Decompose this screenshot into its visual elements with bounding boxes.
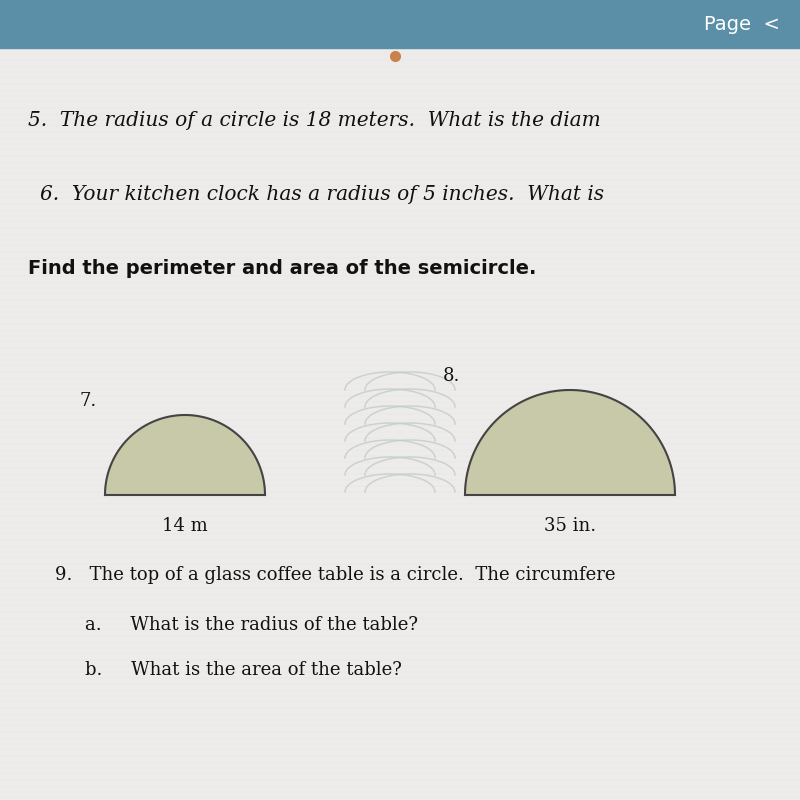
Bar [0, 0, 800, 48]
Text: 35 in.: 35 in. [544, 517, 596, 535]
Polygon shape [105, 415, 265, 495]
Text: 9.   The top of a glass coffee table is a circle.  The circumfere: 9. The top of a glass coffee table is a … [55, 566, 615, 584]
Text: a.     What is the radius of the table?: a. What is the radius of the table? [85, 616, 418, 634]
Text: 7.: 7. [80, 392, 97, 410]
Text: 14 m: 14 m [162, 517, 208, 535]
Text: 6.  Your kitchen clock has a radius of 5 inches.  What is: 6. Your kitchen clock has a radius of 5 … [40, 186, 604, 205]
Polygon shape [465, 390, 675, 495]
Text: 8.: 8. [442, 367, 460, 385]
Text: 5.  The radius of a circle is 18 meters.  What is the diam: 5. The radius of a circle is 18 meters. … [28, 110, 601, 130]
Text: b.     What is the area of the table?: b. What is the area of the table? [85, 661, 402, 679]
Text: Page  <: Page < [704, 14, 780, 34]
Text: Find the perimeter and area of the semicircle.: Find the perimeter and area of the semic… [28, 258, 536, 278]
